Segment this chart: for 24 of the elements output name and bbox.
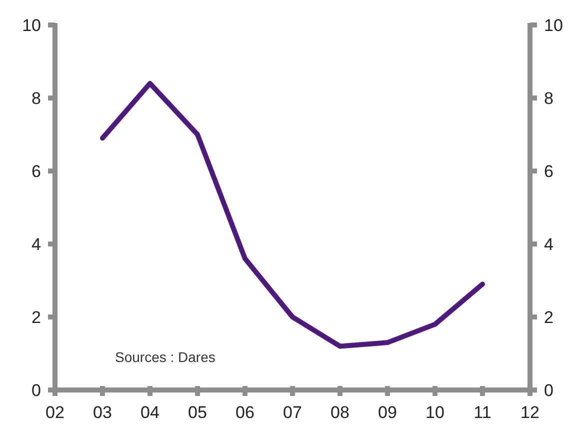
x-tick-label: 08 [330,403,350,422]
x-tick-label: 12 [520,403,540,422]
y-tick-label: 0 [32,380,41,400]
annotation: Sources : Dares [115,349,216,365]
x-tick-label: 07 [283,403,302,422]
x-tick-label: 02 [46,403,64,422]
x-tick-label: 03 [93,403,112,422]
y2-tick-label: 6 [544,162,554,181]
x-tick-label: 05 [188,403,207,422]
y-tick-label: 8 [32,88,41,108]
y2-tick-label: 4 [544,234,554,254]
x-tick-label: 10 [426,403,444,422]
x-tick-label: 09 [378,403,397,422]
y-tick-label: 10 [22,16,41,35]
y2-tick-label: 2 [544,308,554,327]
x-tick-label: 11 [474,403,492,422]
y2-tick-label: 8 [544,88,554,108]
x-tick-label: 06 [236,403,254,422]
y-tick-label: 6 [32,162,41,181]
y2-tick-label: 0 [544,380,554,400]
y-tick-label: 4 [32,234,41,254]
y-tick-label: 2 [32,308,41,327]
y2-tick-label: 10 [544,16,563,35]
x-tick-label: 04 [140,403,160,422]
